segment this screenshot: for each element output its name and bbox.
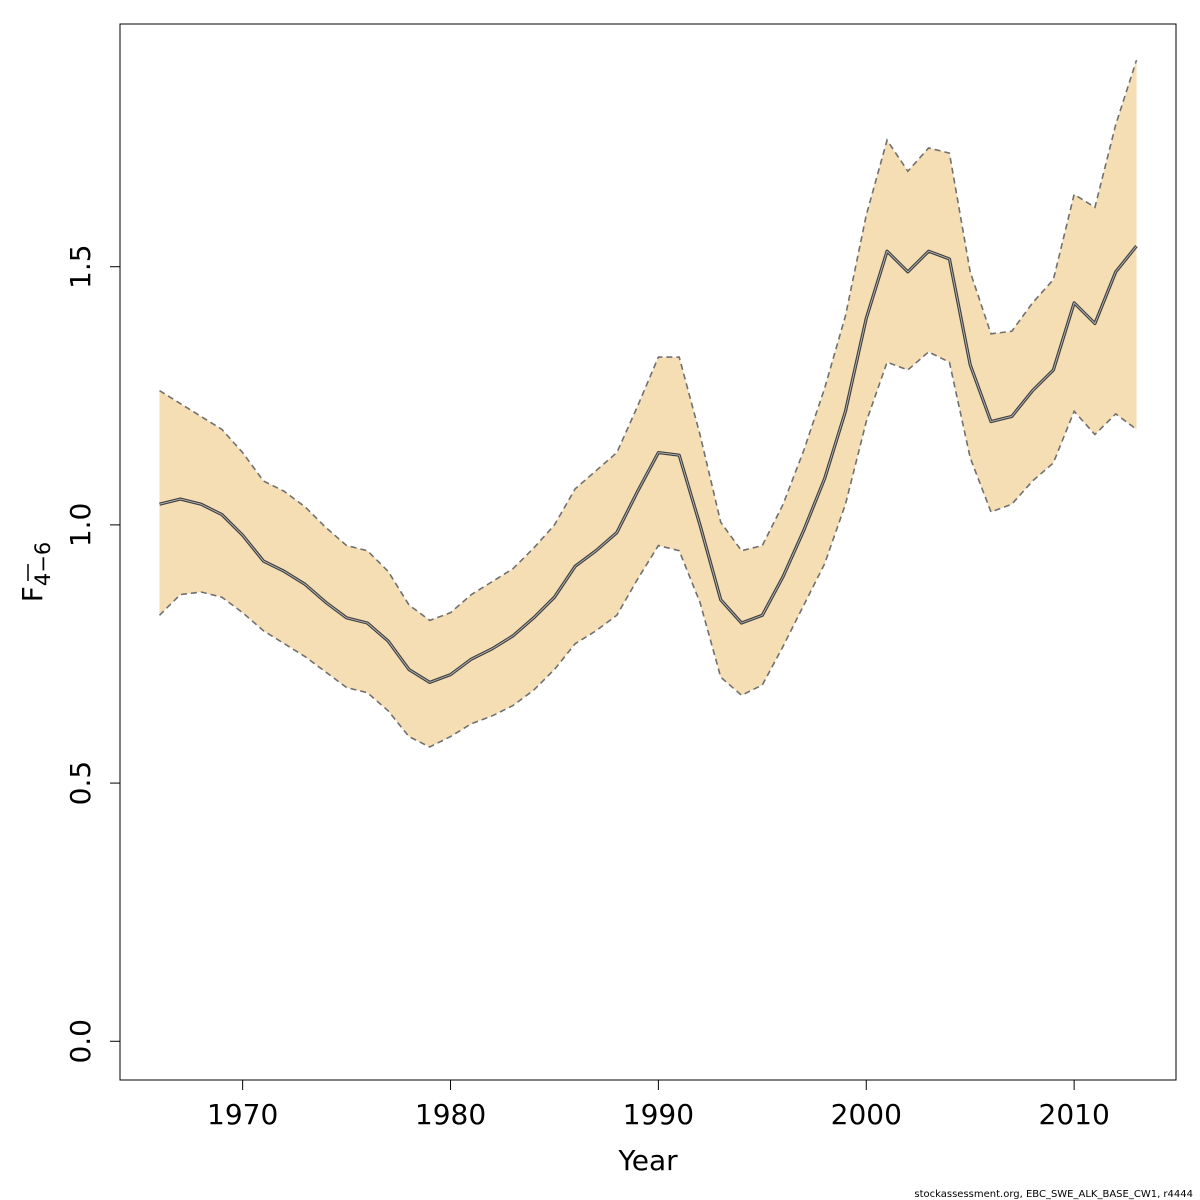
y-axis-title-subscript: 4−6 xyxy=(31,542,55,586)
x-tick-label: 1990 xyxy=(623,1098,694,1131)
confidence-bound-lines xyxy=(158,59,1138,748)
x-tick-label: 1970 xyxy=(207,1098,278,1131)
estimate-line-inner xyxy=(159,245,1137,683)
x-tick-label: 1980 xyxy=(415,1098,486,1131)
estimate-line-layer xyxy=(159,245,1138,684)
plot-frame xyxy=(119,23,1177,1081)
y-axis-title-main: F xyxy=(16,586,49,602)
y-tick-label: 1.0 xyxy=(64,503,97,548)
y-axis: 0.0 0.5 1.0 1.5 xyxy=(64,244,120,1064)
x-axis-title: Year xyxy=(617,1144,678,1177)
x-axis: 1970 1980 1990 2000 2010 xyxy=(207,1080,1110,1131)
confidence-band-layer xyxy=(159,60,1137,747)
y-tick-label: 0.0 xyxy=(64,1019,97,1064)
x-tick-label: 2000 xyxy=(831,1098,902,1131)
x-tick-label: 2010 xyxy=(1039,1098,1110,1131)
svg-text:F4−6: F4−6 xyxy=(16,542,55,602)
y-tick-label: 1.5 xyxy=(64,244,97,289)
confidence-band xyxy=(159,60,1137,747)
y-tick-label: 0.5 xyxy=(64,761,97,806)
lower-bound-line xyxy=(158,350,1137,748)
y-axis-title: F4−6 xyxy=(16,542,55,602)
upper-bound-line xyxy=(159,59,1138,622)
credit-text: stockassessment.org, EBC_SWE_ALK_BASE_CW… xyxy=(914,1189,1193,1200)
